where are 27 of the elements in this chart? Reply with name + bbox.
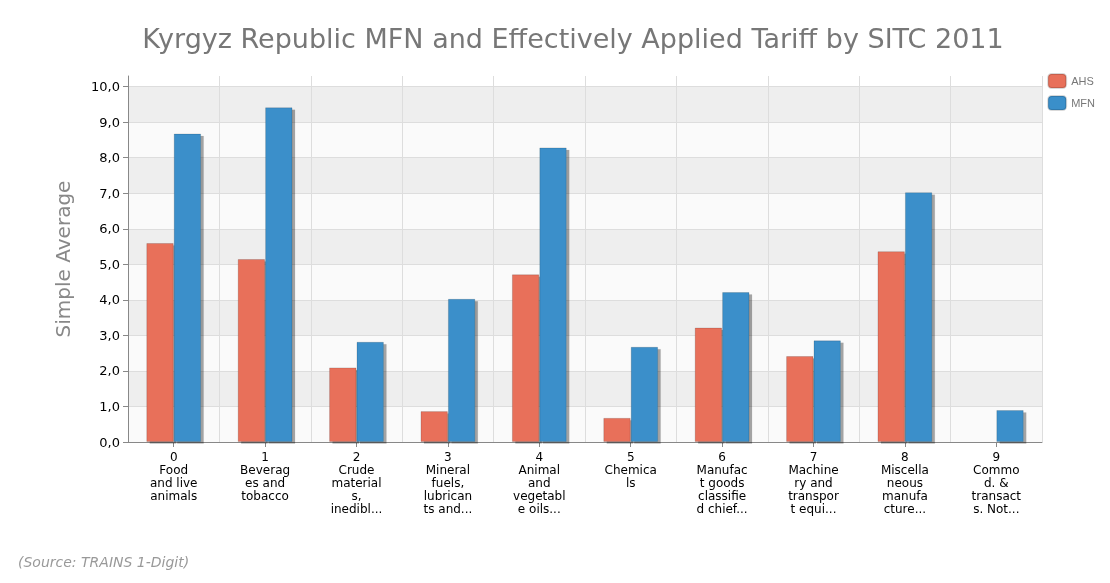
x-tick-label: 2 Crude material s, inedibl... — [330, 449, 383, 516]
bar — [996, 410, 1024, 442]
text: (Source: TRAINS 1-Digit) — [18, 554, 190, 570]
x-tick-label: 7 Machine ry and transpor t equi... — [788, 449, 839, 516]
x-tick-label: 3 Mineral fuels, lubrican ts and... — [423, 449, 473, 516]
legend-label: AHS — [1071, 75, 1094, 87]
y-tick-label: 4,0 — [99, 292, 120, 308]
y-tick-label: 6,0 — [99, 221, 120, 237]
x-tick-label: 9 Commo d. & transact s. Not... — [971, 449, 1022, 516]
x-tick-label: 8 Miscella neous manufa cture... — [880, 449, 929, 516]
x-tick-label: 1 Beverag es and tobacco — [240, 449, 291, 503]
y-tick-label: 0,0 — [99, 434, 120, 450]
y-tick-label: 3,0 — [99, 327, 120, 343]
y-tick-label: 5,0 — [99, 256, 120, 272]
chart-title: Kyrgyz Republic MFN and Effectively Applied Tariff by SITC 2011 — [142, 23, 1004, 54]
y-tick-label: 1,0 — [99, 398, 120, 414]
y-axis-title: Simple Average — [51, 180, 75, 338]
y-tick-label: 7,0 — [99, 185, 120, 201]
x-tick-label: 0 Food and live animals — [149, 449, 198, 503]
y-tick-label: 10,0 — [91, 79, 120, 95]
x-tick-label: 6 Manufac t goods classifie d chief... — [696, 449, 748, 516]
x-tick-label: 4 Animal and vegetabl e oils... — [513, 449, 566, 516]
x-tick-label: 5 Chemica ls — [604, 449, 657, 490]
y-tick-label: 9,0 — [99, 114, 120, 130]
y-tick-label: 8,0 — [99, 150, 120, 166]
y-tick-label: 2,0 — [99, 363, 120, 379]
legend-label: MFN — [1071, 97, 1096, 109]
